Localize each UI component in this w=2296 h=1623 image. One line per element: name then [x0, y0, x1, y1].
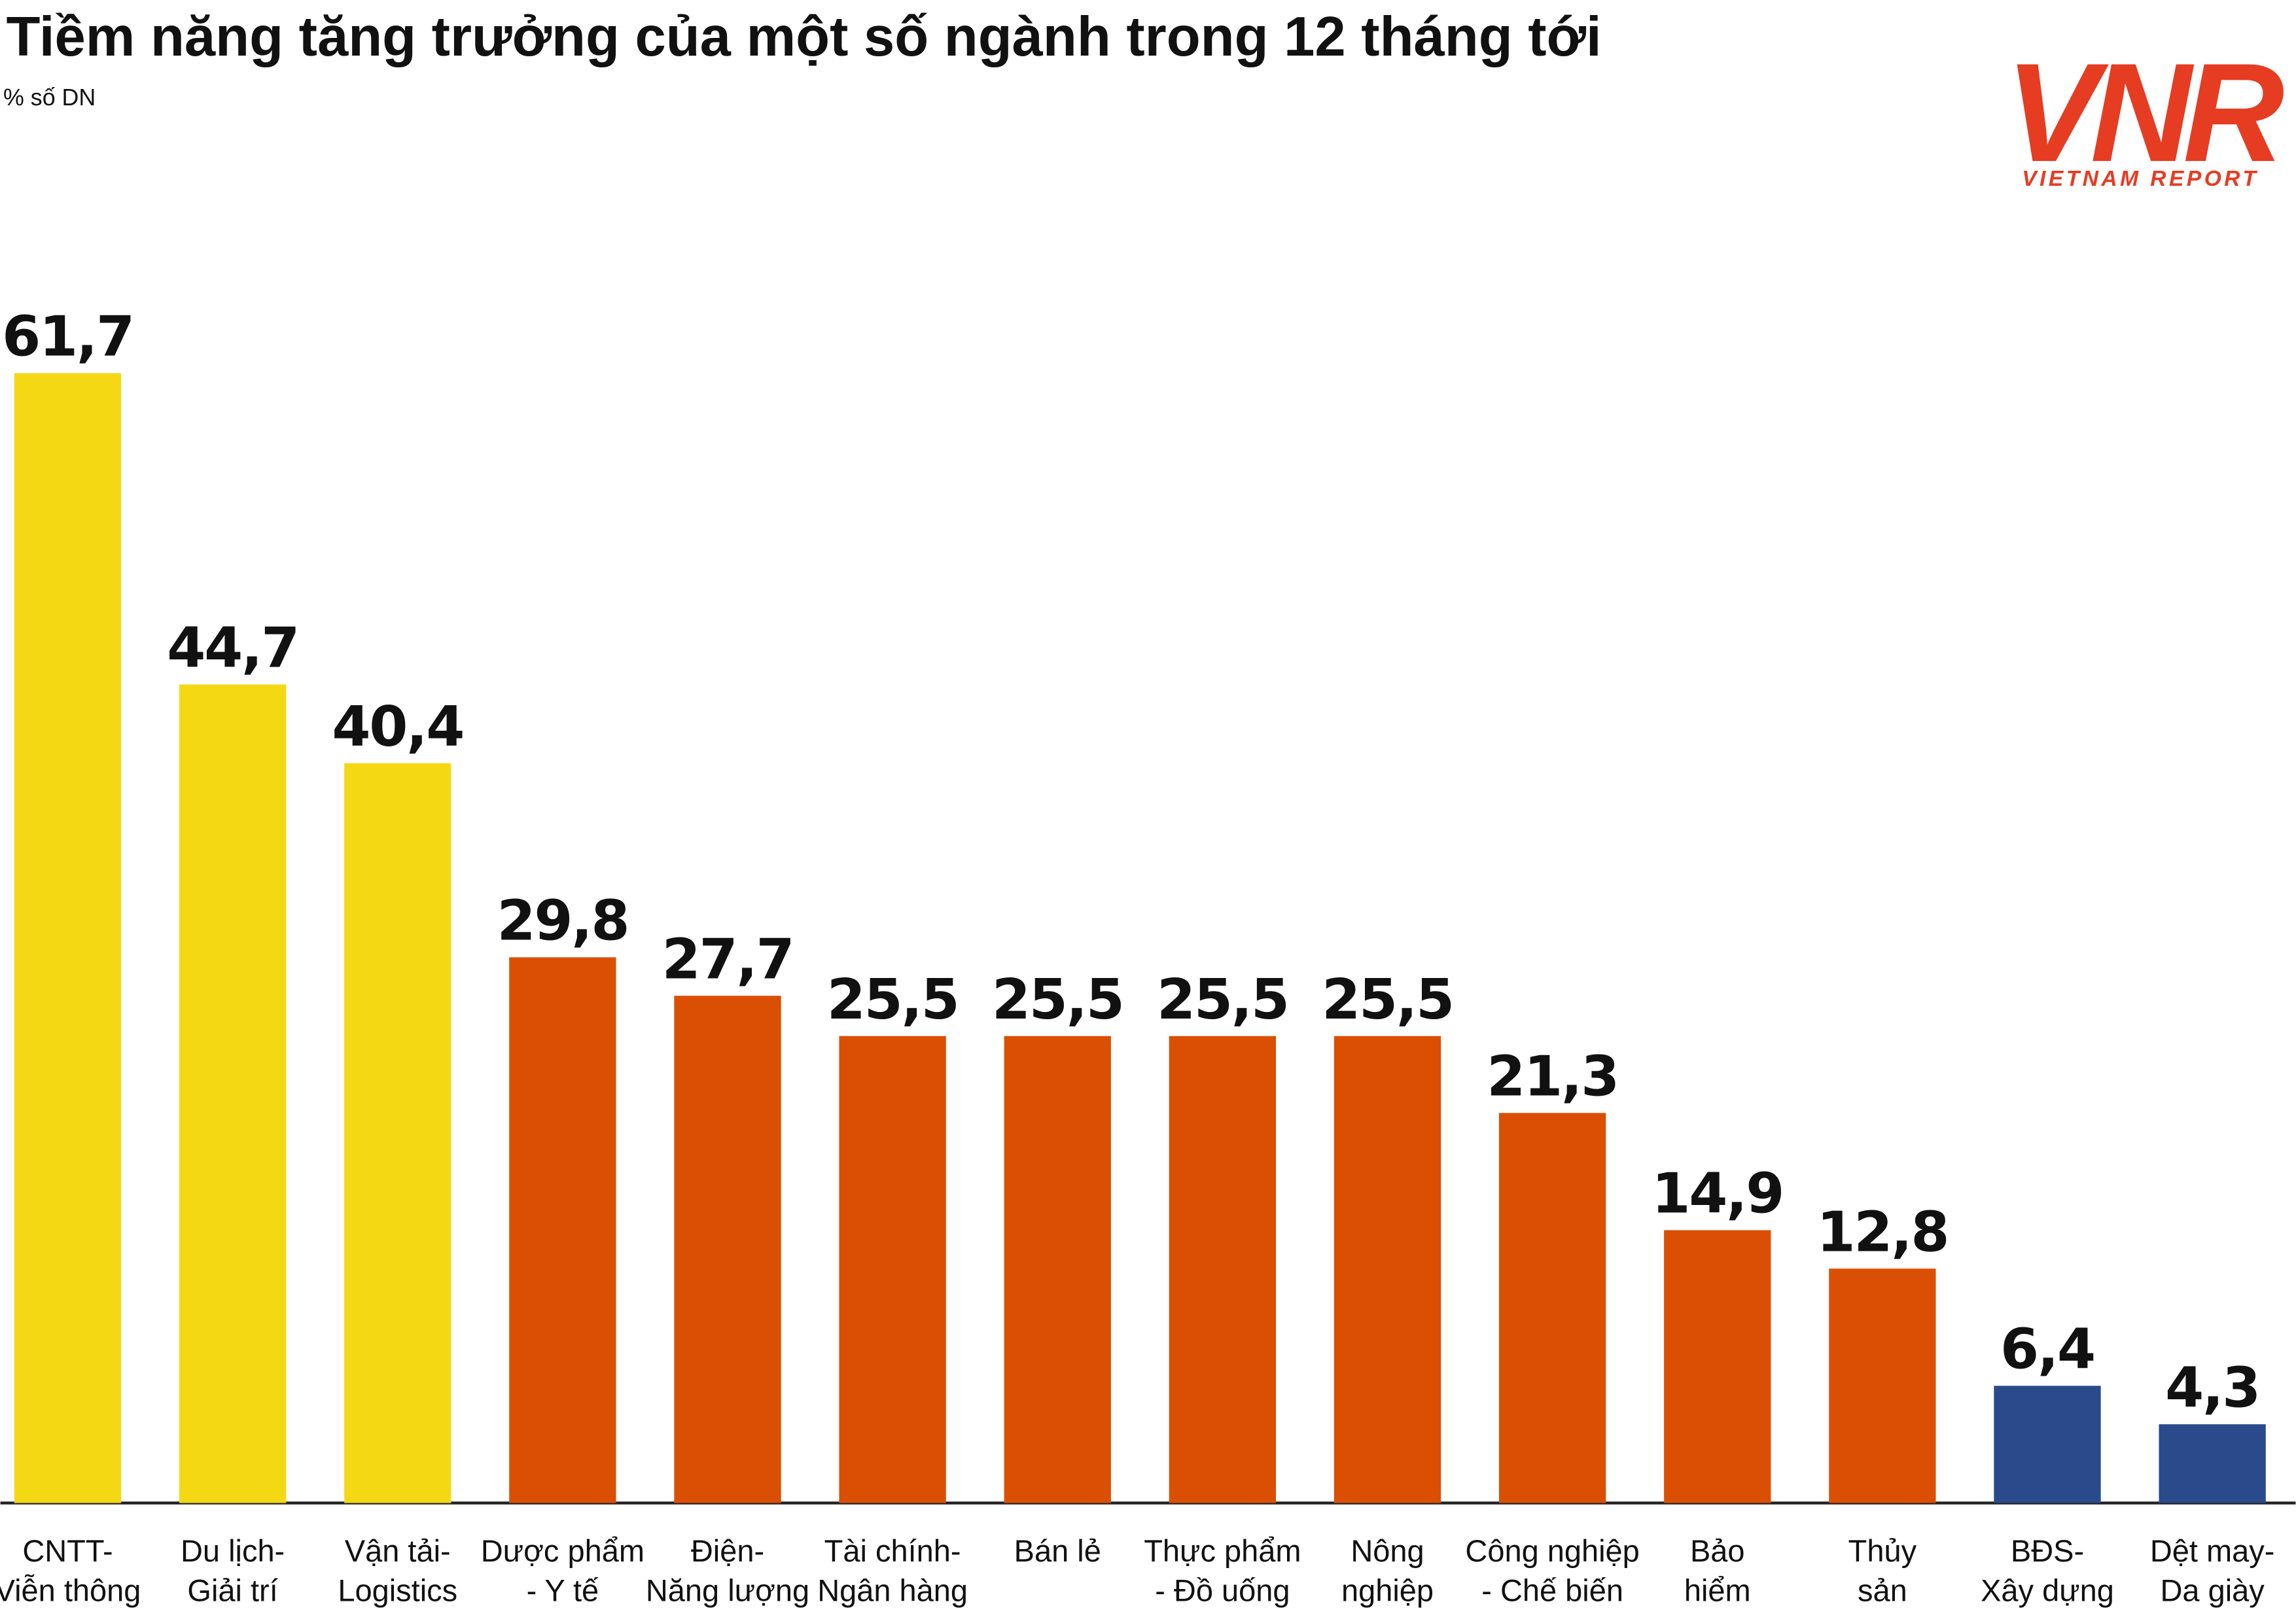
- value-label: 29,8: [497, 889, 628, 954]
- value-label: 25,5: [1322, 968, 1453, 1032]
- value-label: 44,7: [167, 616, 298, 680]
- value-label: 25,5: [1157, 968, 1288, 1032]
- x-tick-label: Tài chính-Ngân hàng: [817, 1533, 968, 1607]
- value-label: 61,7: [2, 305, 133, 370]
- x-tick-label: Bảo hiểm: [1684, 1533, 1751, 1607]
- x-tick-label: Công nghiệp - Chế biến: [1465, 1533, 1639, 1607]
- x-tick-label: Bán lẻ: [1014, 1533, 1101, 1568]
- value-label: 6,4: [2000, 1318, 2094, 1382]
- chart-subtitle: % số DN: [3, 84, 96, 111]
- x-tick-label: Thực phẩm - Đồ uống: [1144, 1533, 1301, 1607]
- bar: [1994, 1386, 2101, 1503]
- bar: [14, 373, 122, 1503]
- x-tick-label: Du lịch-Giải trí: [181, 1533, 285, 1607]
- value-label: 21,3: [1487, 1044, 1618, 1109]
- bar: [1498, 1113, 1606, 1503]
- value-label: 4,3: [2165, 1355, 2259, 1420]
- value-label: 25,5: [992, 968, 1123, 1032]
- bar: [2159, 1424, 2266, 1503]
- bar: [179, 684, 287, 1503]
- x-tick-label: Vận tải-Logistics: [338, 1533, 457, 1607]
- bar: [509, 957, 616, 1503]
- bar: [1829, 1268, 1936, 1503]
- x-tick-label: Dược phẩm - Y tế: [481, 1533, 645, 1607]
- value-label: 12,8: [1816, 1200, 1948, 1265]
- logo: VNR: [2005, 34, 2284, 191]
- x-tick-label: BĐS-Xây dựng: [1981, 1533, 2114, 1607]
- x-tick-label: Thủy sản: [1848, 1533, 1917, 1607]
- value-label: 40,4: [332, 695, 463, 759]
- value-label: 14,9: [1651, 1162, 1783, 1227]
- bar: [674, 996, 781, 1503]
- bar: [1333, 1036, 1441, 1503]
- x-tick-label: Điện-Năng lượng: [646, 1533, 809, 1607]
- bar: [1004, 1036, 1111, 1503]
- logo-caption: VIETNAM REPORT: [2022, 167, 2259, 191]
- x-tick-label: Nông nghiệp: [1341, 1533, 1434, 1607]
- x-tick-label: Dệt may-Da giày: [2150, 1533, 2275, 1607]
- bar: [344, 763, 451, 1503]
- x-tick-label: CNTT-Viễn thông: [0, 1533, 141, 1607]
- bar: [839, 1036, 946, 1503]
- value-label: 27,7: [662, 927, 794, 992]
- bar: [1664, 1230, 1771, 1503]
- bar: [1169, 1036, 1277, 1503]
- chart-title: Tiềm năng tăng trưởng của một số ngành t…: [7, 6, 1602, 68]
- value-label: 25,5: [827, 968, 959, 1032]
